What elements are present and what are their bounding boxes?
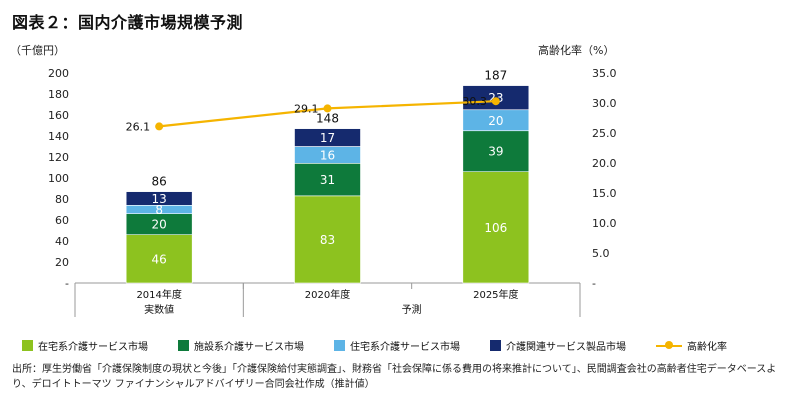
x-tick-label: 2014年度: [136, 288, 181, 301]
y-tick-right: 15.0: [592, 187, 617, 200]
x-tick-label: 2025年度: [473, 288, 518, 301]
y-tick-right: 30.0: [592, 97, 617, 110]
bar-total-label: 148: [316, 112, 339, 126]
bar-segment-label: 17: [320, 131, 335, 145]
bar-segment-label: 31: [320, 173, 335, 187]
y-ticks-right: - 5.0 10.0 15.0 20.0 25.0 30.0 35.0: [592, 67, 617, 290]
bar-segment-label: 106: [484, 221, 507, 235]
bar-segment-label: 16: [320, 148, 335, 162]
legend-line-swatch: [656, 340, 682, 351]
y-tick-right: 25.0: [592, 127, 617, 140]
rate-point-label: 30.3: [462, 95, 487, 108]
legend-swatch: [22, 340, 33, 351]
legend-item: 在宅系介護サービス市場: [22, 338, 148, 353]
legend-item: 介護関連サービス製品市場: [490, 338, 626, 353]
y-ticks-left: - 20 40 60 80 100 120 140 160 180 200: [48, 67, 69, 290]
legend-item: 高齢化率: [656, 338, 727, 353]
legend-label: 住宅系介護サービス市場: [350, 342, 460, 353]
rate-point-label: 26.1: [126, 120, 151, 133]
y-tick-left: 20: [55, 256, 69, 269]
bar-segment-label: 8: [155, 203, 163, 217]
y-tick-left: 160: [48, 109, 69, 122]
x-tick-label: 2020年度: [305, 288, 350, 301]
y-tick-left: 40: [55, 235, 69, 248]
legend-item: 住宅系介護サービス市場: [334, 338, 460, 353]
x-group-label: 実数値: [144, 303, 174, 316]
y-axis-label-right: 高齢化率（%）: [538, 43, 614, 57]
x-group-label: 予測: [402, 303, 422, 316]
bar-total-label: 86: [152, 175, 167, 189]
legend-label: 在宅系介護サービス市場: [38, 342, 148, 353]
y-tick-right: 20.0: [592, 157, 617, 170]
bar-total-label: 187: [484, 69, 507, 83]
rate-line: 26.1 29.1 30.3: [126, 95, 500, 133]
bar-segment-label: 20: [152, 218, 167, 232]
bar-segment: [462, 171, 530, 284]
y-tick-left: 60: [55, 214, 69, 227]
y-tick-right: 5.0: [592, 247, 610, 260]
bar-segment: [125, 191, 193, 206]
legend: 在宅系介護サービス市場 施設系介護サービス市場 住宅系介護サービス市場 介護関連サービ…: [22, 338, 792, 353]
bar-segment: [294, 195, 361, 284]
y-tick-left: 200: [48, 67, 69, 80]
bar-segment: [462, 130, 530, 173]
y-tick-left: 180: [48, 88, 69, 101]
legend-item: 施設系介護サービス市場: [178, 338, 304, 353]
y-tick-left: 80: [55, 193, 69, 206]
rate-point-label: 29.1: [294, 102, 319, 115]
y-axis-label-left: （千億円）: [10, 44, 65, 57]
legend-swatch: [334, 340, 345, 351]
legend-label: 施設系介護サービス市場: [194, 342, 304, 353]
chart-title: 図表２：国内介護市場規模予測: [12, 13, 244, 32]
chart: （千億円） 高齢化率（%） - 20 40 60 80 100 120 140 160 180 20…: [10, 43, 617, 317]
rate-point: [491, 97, 500, 106]
legend-label: 介護関連サービス製品市場: [506, 342, 626, 353]
rate-point: [323, 104, 332, 113]
y-tick-left: 140: [48, 130, 69, 143]
bar-segment-label: 46: [152, 252, 167, 266]
y-tick-left: 120: [48, 151, 69, 164]
bar-segment-label: 20: [488, 114, 503, 128]
bar-segment: [294, 163, 361, 197]
y-tick-right: -: [592, 277, 596, 290]
legend-swatch: [178, 340, 189, 351]
legend-swatch: [490, 340, 501, 351]
bar-segment-label: 13: [152, 192, 167, 206]
y-tick-right: 10.0: [592, 217, 617, 230]
bar-segment-label: 39: [488, 145, 503, 159]
rate-point: [155, 122, 164, 131]
y-tick-left: 100: [48, 172, 69, 185]
source-note: 出所：厚生労働省「介護保険制度の現状と今後」「介護保険給付実態調査」、財務省「社…: [12, 364, 777, 390]
bar-segment: [294, 128, 361, 147]
legend-label: 高齢化率: [687, 342, 727, 353]
bars: 46208138683311617148106392023187: [125, 69, 530, 284]
y-tick-right: 35.0: [592, 67, 617, 80]
bar-segment-label: 83: [320, 233, 335, 247]
y-tick-left: -: [65, 277, 69, 290]
